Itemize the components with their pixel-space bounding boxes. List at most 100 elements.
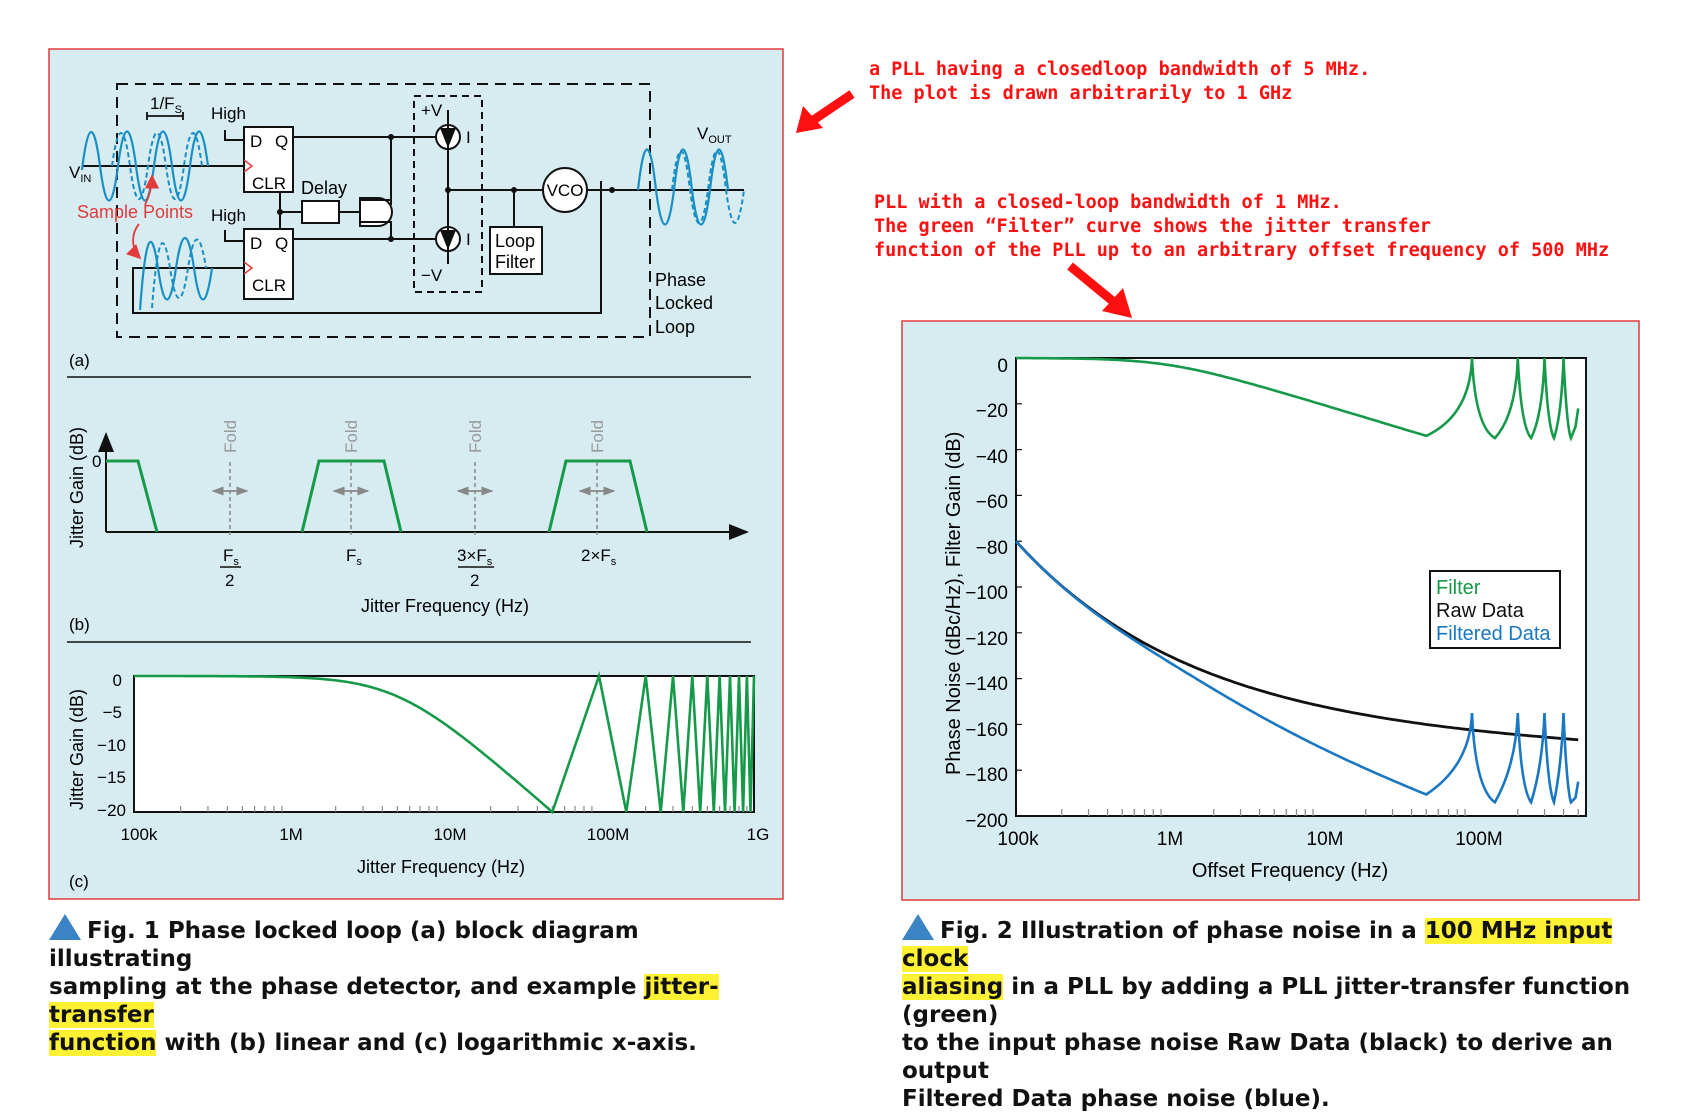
feedback-waveform-solid (138, 236, 214, 311)
fig2-legend (1429, 570, 1561, 649)
junction-6 (609, 187, 615, 193)
fig1-caption-lead: Fig. 1 Phase locked loop (a) block diagr… (49, 918, 639, 972)
vout-waveform-dashed (671, 150, 745, 224)
minus-v-label: −V (421, 266, 443, 285)
fig2-chart: 0 −20 −40 −60 −80 −100 −120 −140 −160 −1… (943, 356, 1587, 882)
fig1-caption-highlight-2: function (49, 1030, 157, 1056)
plus-v-label: +V (421, 101, 443, 120)
b-tick-fs2: Fs (223, 546, 239, 568)
fig2-xtick-2: 10M (1307, 829, 1344, 850)
c-ticks (180, 806, 748, 812)
legend-filter: Filter (1436, 577, 1481, 599)
fig2-caption-pre: Fig. 2 Illustration of phase noise in a (940, 918, 1425, 944)
fold-label-3: Fold (466, 420, 485, 453)
fig2-xlabel: Offset Frequency (Hz) (1192, 860, 1388, 882)
c-ytick-0: 0 (113, 671, 122, 690)
vin-waveform-dashed (111, 132, 203, 200)
c-ytick-4: −20 (97, 801, 126, 820)
fold-label-4: Fold (588, 420, 607, 453)
c-ytick-2: −10 (97, 736, 126, 755)
note-middle-line-3: function of the PLL up to an arbitrary o… (874, 240, 1610, 261)
pll-label-1: Phase (655, 270, 706, 290)
high-label-top: High (211, 104, 246, 123)
vin-label: VIN (69, 163, 91, 185)
c-xtick-2: 10M (433, 825, 466, 844)
b-xlabel: Jitter Frequency (Hz) (361, 596, 529, 616)
legend-filtered-data: Filtered Data (1436, 623, 1551, 645)
junction-3 (277, 209, 283, 215)
fig2-ytick-4: −80 (976, 538, 1008, 559)
fig2-ytick-5: −100 (965, 583, 1008, 604)
c-xtick-1: 1M (279, 825, 303, 844)
c-xtick-4: 1G (747, 825, 770, 844)
ff-bottom-q: Q (275, 234, 288, 253)
panel-label-b: (b) (69, 615, 90, 634)
loop-filter-label-2: Filter (495, 252, 535, 272)
fold-markers (211, 462, 616, 535)
pll-dashed-boundary (116, 83, 651, 338)
fig2-ytick-1: −20 (976, 401, 1008, 422)
filtered-data-curve (1015, 540, 1580, 807)
sample-points-arrow-2 (126, 223, 142, 260)
annotation-arrow-top (796, 90, 855, 133)
c-xlabel: Jitter Frequency (Hz) (357, 857, 525, 877)
sample-points-arrow-1 (144, 174, 160, 206)
fig2-ytick-0: 0 (997, 356, 1008, 377)
loop-filter-block (489, 226, 543, 275)
ff-bottom-d: D (250, 234, 262, 253)
b-ylabel: Jitter Gain (dB) (67, 427, 87, 548)
loop-filter-label-1: Loop (495, 231, 535, 251)
fold-label-1: Fold (221, 420, 240, 453)
note-middle-line-2: The green “Filter” curve shows the jitte… (874, 216, 1431, 237)
triangle-icon (49, 914, 81, 940)
fig2-caption-line2: in a PLL by adding a PLL jitter-transfer… (902, 974, 1631, 1028)
clock-triangle-bottom (243, 261, 254, 275)
delay-block (301, 200, 340, 224)
fig2-ytick-3: −60 (976, 492, 1008, 513)
fig2-ytick-10: −200 (965, 811, 1008, 832)
vout-label: VOUT (697, 124, 732, 146)
and-in-wires (360, 137, 392, 239)
junction-4 (445, 187, 451, 193)
c-ytick-1: −5 (103, 703, 122, 722)
fig1-caption: Fig. 1 Phase locked loop (a) block diagr… (49, 914, 789, 1057)
fig2-ytick-6: −120 (965, 629, 1008, 650)
c-ytick-3: −15 (97, 768, 126, 787)
b-tick-3fs2-den: 2 (470, 571, 479, 590)
ff-top-clr: CLR (252, 174, 286, 193)
annotation-note-middle: PLL with a closed-loop bandwidth of 1 MH… (874, 191, 1609, 263)
figure-canvas: D Q CLR D Q CLR High High 1/FS VIN Sampl… (48, 48, 1640, 901)
annotation-arrow-middle (1067, 262, 1132, 318)
filter-curve (1016, 356, 1580, 442)
fold-label-2: Fold (342, 420, 361, 453)
fig2-ytick-2: −40 (976, 447, 1008, 468)
high-label-bottom: High (211, 206, 246, 225)
i-label-bottom: I (466, 230, 471, 249)
b-zero-label: 0 (92, 452, 101, 471)
panel-label-a: (a) (69, 351, 90, 370)
legend-raw-data: Raw Data (1436, 600, 1525, 622)
fig2-xtick-1: 1M (1157, 829, 1183, 850)
feedback-waveform-dashed (151, 238, 207, 309)
c-plot-frame (133, 675, 755, 813)
sample-points-label: Sample Points (77, 202, 193, 222)
delay-label: Delay (301, 178, 347, 198)
note-top-line-2: The plot is drawn arbitrarily to 1 GHz (869, 83, 1293, 104)
fig2-caption: Fig. 2 Illustration of phase noise in a … (902, 914, 1662, 1113)
c-ylabel: Jitter Gain (dB) (67, 689, 87, 810)
fig1-caption-line3: with (b) linear and (c) logarithmic x-ax… (156, 1030, 697, 1056)
sample-period-bracket (146, 112, 184, 120)
fig2-yticks: 0 −20 −40 −60 −80 −100 −120 −140 −160 −1… (965, 356, 1008, 832)
b-passband-2fs (547, 459, 649, 533)
pll-label-2: Locked (655, 293, 713, 313)
ff-top-q: Q (275, 132, 288, 151)
note-top-line-1: a PLL having a closedloop bandwidth of 5… (869, 59, 1371, 80)
vout-waveform-solid (636, 148, 730, 226)
clock-triangle-top (243, 159, 254, 173)
fig2-xtick-0: 100k (997, 829, 1039, 850)
ff-top-d: D (250, 132, 262, 151)
note-middle-line-1: PLL with a closed-loop bandwidth of 1 MH… (874, 192, 1342, 213)
high-wire-bottom (224, 230, 244, 242)
high-wire-top (224, 130, 244, 141)
sample-period-label: 1/FS (150, 94, 182, 116)
